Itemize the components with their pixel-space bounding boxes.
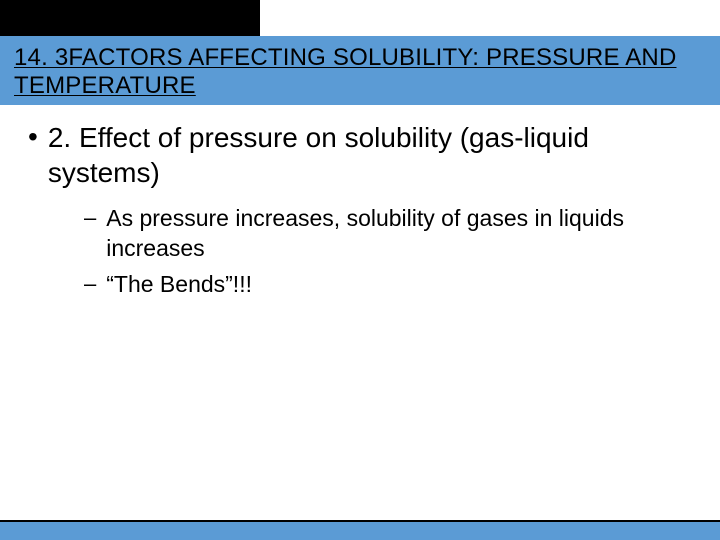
sub-bullet-marker: –: [84, 270, 96, 299]
bullet-marker: •: [28, 122, 38, 153]
bullet-text: 2. Effect of pressure on solubility (gas…: [48, 120, 692, 190]
top-black-accent: [0, 0, 260, 36]
content-area: • 2. Effect of pressure on solubility (g…: [28, 120, 692, 306]
slide-title: 14. 3FACTORS AFFECTING SOLUBILITY: PRESS…: [14, 44, 706, 99]
bottom-blue-bar: [0, 522, 720, 540]
sub-bullet-text: As pressure increases, solubility of gas…: [106, 204, 692, 264]
sub-bullet-marker: –: [84, 204, 96, 233]
sub-bullet-list: – As pressure increases, solubility of g…: [84, 204, 692, 300]
sub-bullet-item: – “The Bends”!!!: [84, 270, 692, 300]
title-bar: 14. 3FACTORS AFFECTING SOLUBILITY: PRESS…: [0, 36, 720, 105]
sub-bullet-text: “The Bends”!!!: [106, 270, 252, 300]
bullet-item: • 2. Effect of pressure on solubility (g…: [28, 120, 692, 190]
sub-bullet-item: – As pressure increases, solubility of g…: [84, 204, 692, 264]
